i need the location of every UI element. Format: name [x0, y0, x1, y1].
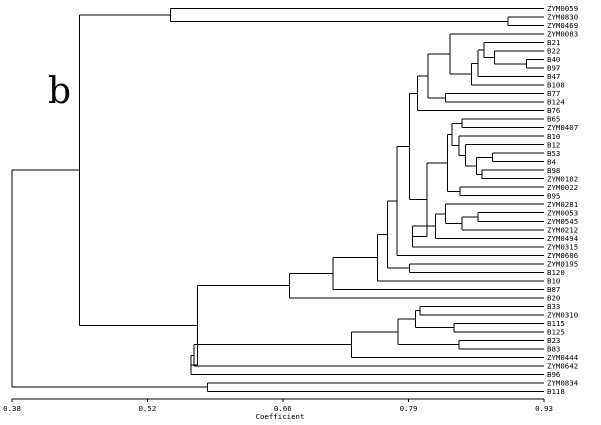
leaf-label: ZYM0642 — [547, 362, 578, 371]
leaf-label: B23 — [547, 336, 560, 345]
leaf-label: ZYM0606 — [547, 251, 578, 260]
leaf-label: B12 — [547, 140, 560, 149]
leaf-label: ZYM0834 — [547, 379, 579, 388]
leaf-label: B97 — [547, 64, 560, 73]
leaf-label: ZYM0469 — [547, 21, 578, 30]
leaf-label: ZYM0830 — [547, 13, 578, 22]
leaf-label: B95 — [547, 191, 560, 200]
leaf-label: B65 — [547, 115, 560, 124]
leaf-label: ZYM0212 — [547, 225, 578, 234]
panel-label: b — [48, 71, 72, 112]
leaf-label: B98 — [547, 166, 560, 175]
leaf-label: B53 — [547, 149, 560, 158]
leaf-label: B76 — [547, 106, 560, 115]
leaf-label: B83 — [547, 345, 560, 354]
leaf-label: ZYM0195 — [547, 259, 578, 268]
x-tick-label: 0.66 — [274, 404, 292, 413]
leaf-label: ZYM0059 — [547, 4, 578, 13]
leaf-label: ZYM0281 — [547, 200, 578, 209]
leaf-label: ZYM0310 — [547, 310, 578, 319]
leaf-label: B77 — [547, 89, 560, 98]
x-tick-label: 0.93 — [535, 404, 553, 413]
leaf-label: B108 — [547, 81, 565, 90]
leaf-label: ZYM0022 — [547, 183, 578, 192]
leaf-label: B96 — [547, 370, 560, 379]
leaf-label: ZYM0444 — [547, 353, 579, 362]
leaf-label: B124 — [547, 98, 565, 107]
leaf-label: B87 — [547, 285, 560, 294]
leaf-label: ZYM0053 — [547, 208, 578, 217]
leaf-label: B120 — [547, 268, 565, 277]
leaf-label: B115 — [547, 319, 565, 328]
leaf-label: B20 — [547, 293, 560, 302]
leaf-label: B47 — [547, 72, 560, 81]
leaf-label: B4 — [547, 157, 556, 166]
leaf-label: ZYM0494 — [547, 234, 579, 243]
leaf-label: ZYM0545 — [547, 217, 578, 226]
leaf-label: B118 — [547, 387, 565, 396]
x-tick-label: 0.38 — [3, 404, 21, 413]
leaf-label: ZYM0083 — [547, 30, 578, 39]
leaf-label: B125 — [547, 327, 565, 336]
x-tick-label: 0.79 — [400, 404, 418, 413]
leaf-label: B33 — [547, 302, 560, 311]
x-axis-title: Coefficient — [256, 412, 305, 421]
leaf-label: B10 — [547, 132, 560, 141]
leaf-label: ZYM0315 — [547, 242, 578, 251]
leaf-label: ZYM0182 — [547, 174, 578, 183]
leaf-label: B10 — [547, 276, 560, 285]
leaf-label: B22 — [547, 47, 560, 56]
leaf-label: B40 — [547, 55, 560, 64]
leaf-label: ZYM0407 — [547, 123, 578, 132]
leaf-label: B21 — [547, 38, 560, 47]
x-tick-label: 0.52 — [139, 404, 157, 413]
